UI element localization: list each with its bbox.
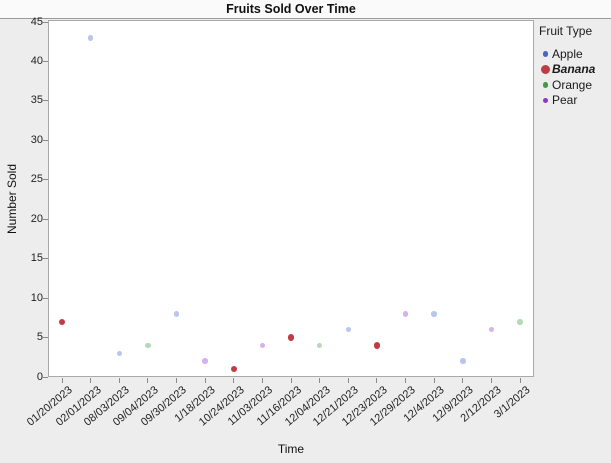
chart-title: Fruits Sold Over Time (226, 2, 356, 16)
y-axis-tick (43, 100, 48, 102)
legend-item-label: Banana (552, 62, 596, 77)
data-point-apple[interactable] (173, 311, 180, 317)
plot-area[interactable] (48, 20, 534, 377)
legend-item-banana[interactable]: Banana (539, 62, 609, 78)
y-axis-tick (43, 258, 48, 260)
x-axis-tick (347, 378, 349, 383)
y-axis-tick (43, 60, 48, 62)
data-point-orange[interactable] (316, 342, 323, 349)
y-axis-tick-label: 10 (30, 291, 43, 304)
y-axis-tick-label: 30 (30, 133, 43, 146)
data-point-banana[interactable] (287, 334, 295, 341)
x-axis-tick (90, 378, 92, 383)
x-axis-tick (405, 378, 406, 383)
data-point-apple[interactable] (87, 35, 94, 41)
y-axis-tick (43, 179, 48, 181)
y-axis-tick (43, 337, 48, 339)
data-point-banana[interactable] (58, 318, 66, 326)
legend-item-pear[interactable]: Pear (539, 93, 609, 109)
x-axis-tick (319, 378, 321, 383)
x-axis-tick (176, 378, 177, 383)
y-axis-tick (43, 21, 48, 23)
y-axis-tick-label: 5 (36, 331, 43, 344)
x-axis-tick (290, 378, 292, 383)
legend-item-label: Pear (552, 93, 578, 108)
data-point-pear[interactable] (488, 326, 495, 333)
legend: Fruit Type Apple Banana Orange Pear (539, 24, 609, 108)
orange-marker-icon (542, 82, 549, 88)
data-point-orange[interactable] (517, 319, 523, 325)
x-axis-tick (433, 378, 435, 383)
data-point-banana[interactable] (373, 342, 381, 349)
x-axis-tick (462, 378, 464, 383)
data-point-pear[interactable] (202, 358, 208, 364)
data-point-orange[interactable] (145, 342, 151, 349)
x-axis-tick (147, 378, 149, 383)
data-point-apple[interactable] (116, 350, 122, 357)
y-axis-tick-label: 35 (30, 94, 43, 107)
data-point-apple[interactable] (431, 311, 437, 317)
legend-item-label: Apple (552, 46, 583, 61)
y-axis-tick-label: 45 (30, 15, 43, 28)
y-axis-tick-label: 25 (30, 173, 43, 186)
x-axis-tick (204, 378, 206, 383)
x-axis-tick (261, 378, 263, 383)
x-axis-tick (61, 378, 63, 383)
y-axis-tick-label: 15 (30, 252, 43, 265)
legend-item-label: Orange (552, 77, 593, 92)
apple-marker-icon (542, 51, 549, 57)
data-point-apple[interactable] (345, 326, 351, 333)
legend-marker-cell (539, 97, 552, 103)
y-axis-title: Number Sold (5, 163, 19, 235)
data-point-pear[interactable] (259, 342, 266, 349)
legend-item-apple[interactable]: Apple (539, 46, 609, 62)
legend-marker-cell (539, 82, 552, 88)
legend-items: Apple Banana Orange Pear (539, 46, 609, 108)
legend-title: Fruit Type (539, 24, 593, 38)
x-axis-tick (376, 378, 378, 383)
x-axis-tick (233, 378, 235, 383)
data-point-apple[interactable] (460, 358, 466, 364)
y-axis-tick (43, 376, 48, 378)
title-band (0, 0, 611, 19)
y-axis-tick-label: 40 (30, 54, 43, 67)
banana-marker-icon (541, 64, 550, 74)
x-axis-tick (519, 378, 521, 383)
y-axis-tick (43, 218, 48, 220)
y-axis-tick-label: 20 (30, 212, 43, 225)
data-point-banana[interactable] (230, 365, 237, 373)
y-axis-tick (43, 297, 48, 299)
data-point-pear[interactable] (402, 311, 409, 317)
legend-item-orange[interactable]: Orange (539, 77, 609, 93)
y-axis-tick (43, 139, 48, 141)
y-axis-tick-label: 0 (36, 370, 43, 383)
pear-marker-icon (542, 97, 549, 103)
x-axis-tick (490, 378, 492, 383)
legend-marker-cell (539, 64, 552, 74)
legend-marker-cell (539, 51, 552, 57)
x-axis-tick (118, 378, 120, 383)
x-axis-title: Time (277, 442, 305, 456)
